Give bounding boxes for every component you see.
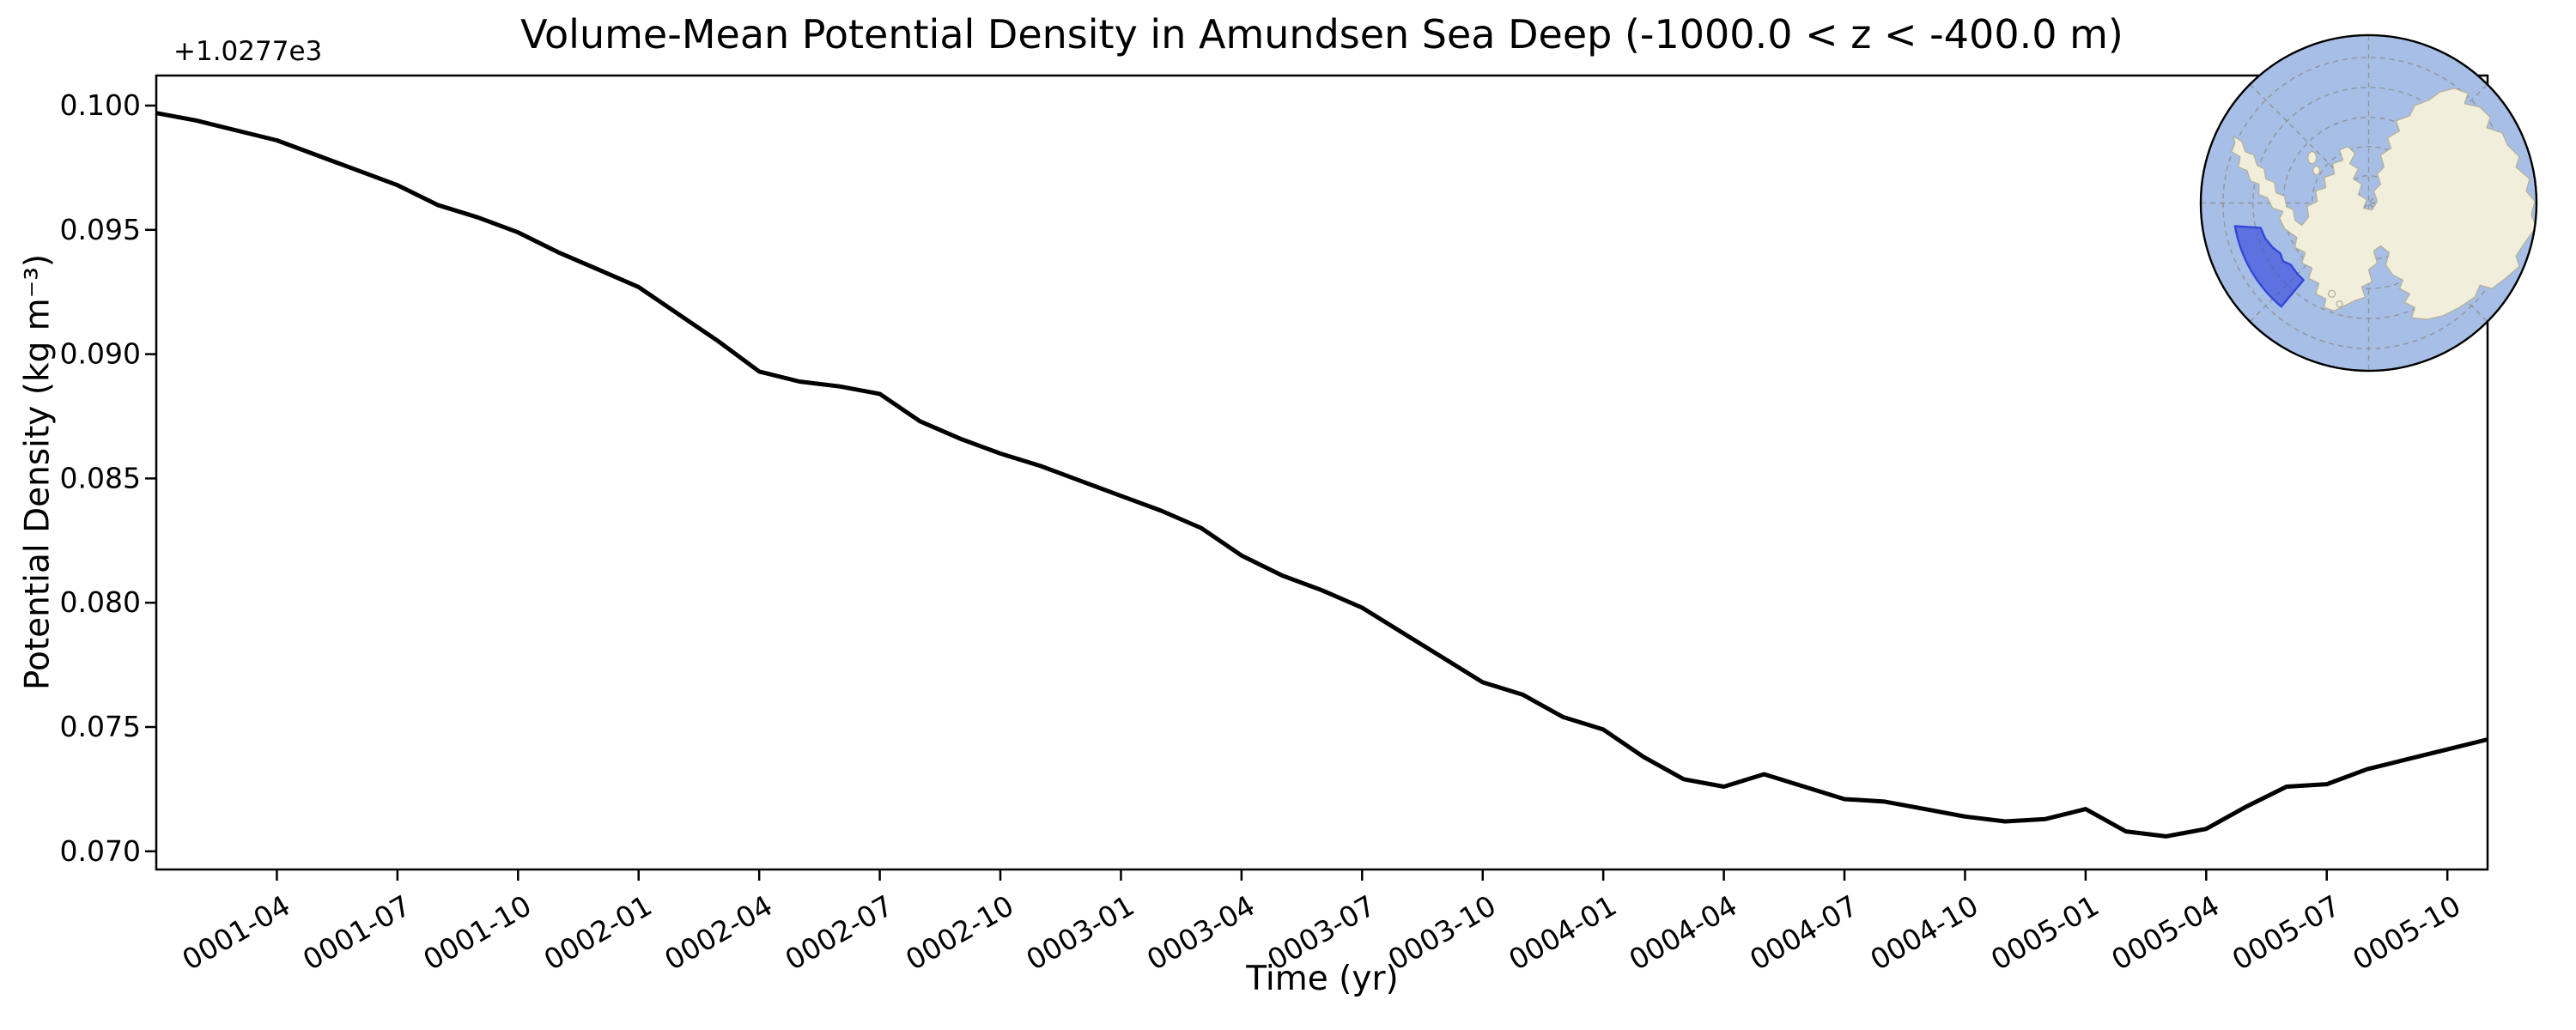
x-tick-label: 0003-10 (1382, 888, 1502, 977)
y-tick-label: 0.085 (60, 461, 141, 494)
x-tick-label: 0002-10 (900, 888, 1019, 977)
x-tick-label: 0003-01 (1021, 888, 1140, 977)
x-tick-label: 0004-01 (1503, 888, 1622, 977)
x-tick-label: 0001-07 (297, 888, 416, 977)
x-tick-label: 0005-07 (2227, 888, 2346, 977)
x-ticks (276, 869, 2449, 881)
y-tick-label: 0.070 (60, 834, 141, 868)
x-tick-label: 0003-04 (1141, 888, 1261, 977)
x-tick-label: 0005-01 (1985, 888, 2105, 977)
data-line (155, 111, 2488, 839)
x-tick-label: 0001-04 (177, 888, 296, 977)
x-tick-label: 0004-10 (1865, 888, 1984, 977)
axes-spines (155, 74, 2489, 871)
y-tick-label: 0.075 (60, 710, 141, 743)
map-outline (2199, 33, 2538, 373)
chart-title: Volume-Mean Potential Density in Amundse… (520, 11, 2123, 58)
y-tick-label: 0.090 (60, 337, 141, 371)
y-tick-label: 0.080 (60, 585, 141, 619)
y-tick-labels: 0.100 0.095 0.090 0.085 0.080 0.075 0.070 (60, 88, 141, 868)
x-tick-label: 0004-07 (1744, 888, 1863, 977)
x-tick-label: 0004-04 (1624, 888, 1743, 977)
y-tick-label: 0.095 (60, 213, 141, 246)
y-axis-label: Potential Density (kg m⁻³) (18, 253, 58, 691)
y-tick-label: 0.100 (60, 88, 141, 122)
x-tick-label: 0005-04 (2105, 888, 2225, 977)
x-tick-label: 0002-01 (538, 888, 658, 977)
x-tick-label: 0005-10 (2347, 888, 2466, 977)
x-tick-label: 0002-04 (659, 888, 778, 977)
map-region-amundsen-sea (2233, 225, 2305, 308)
x-tick-label: 0001-10 (417, 888, 537, 977)
map-land-antarctica (2231, 88, 2537, 320)
y-ticks (145, 104, 156, 853)
x-axis-label: Time (yr) (1246, 960, 1399, 998)
inset-map (2199, 33, 2538, 373)
y-axis-offset-text: +1.0277e3 (173, 36, 323, 67)
x-tick-label: 0002-07 (780, 888, 899, 977)
